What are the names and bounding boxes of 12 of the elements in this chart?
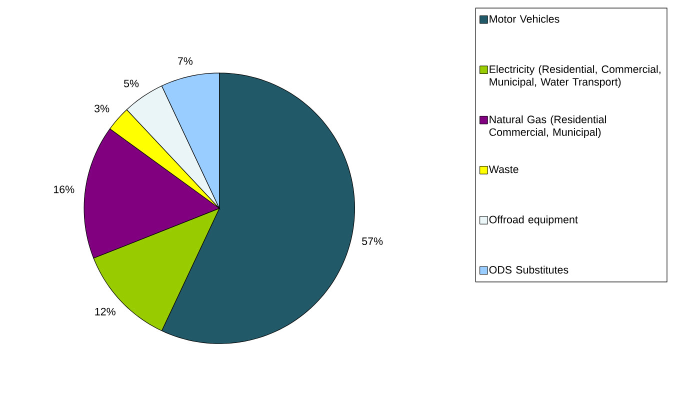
- legend-label: Waste: [488, 166, 518, 174]
- data-label: 16%: [54, 186, 74, 194]
- legend-label: Motor Vehicles: [490, 15, 560, 23]
- data-label: 57%: [362, 238, 383, 246]
- data-label: 7%: [178, 57, 193, 65]
- legend-label: Offroad equipment: [489, 216, 578, 226]
- data-label: 12%: [95, 308, 116, 316]
- data-label: 3%: [94, 104, 110, 112]
- legend-label: Electricity (Residential, Commercial, Municipal, Water Transport): [490, 65, 660, 88]
- legend-label: Natural Gas (Residential Commercial, Municipal): [489, 116, 606, 138]
- legend-label: ODS Substitutes: [489, 266, 568, 274]
- data-label: 5%: [124, 80, 139, 88]
